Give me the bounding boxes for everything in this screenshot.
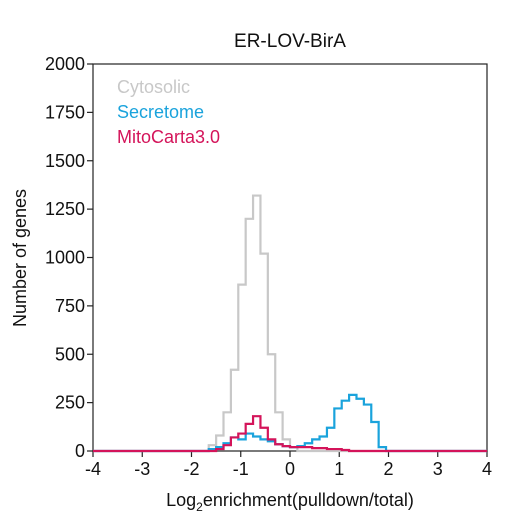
legend-item-mitocarta3-0: MitoCarta3.0 <box>117 127 220 147</box>
x-axis-label-rest: enrichment(pulldown/total) <box>203 490 414 510</box>
y-tick-label: 250 <box>55 393 85 413</box>
x-axis-label-subscript: 2 <box>196 500 203 514</box>
x-axis: -4 -3 -2 -1 0 1 2 3 4 <box>85 451 492 479</box>
x-tick-label: 4 <box>482 459 492 479</box>
legend-item-secretome: Secretome <box>117 102 204 122</box>
y-tick-label: 750 <box>55 296 85 316</box>
y-axis-label: Number of genes <box>10 189 30 327</box>
x-tick-label: 1 <box>334 459 344 479</box>
y-tick-label: 1750 <box>45 102 85 122</box>
series-cytosolic-line <box>93 194 487 453</box>
y-tick-label: 500 <box>55 344 85 364</box>
y-tick-label: 1000 <box>45 248 85 268</box>
x-axis-label: Log2enrichment(pulldown/total) <box>166 490 414 514</box>
x-tick-label: -4 <box>85 459 101 479</box>
x-tick-label: -1 <box>233 459 249 479</box>
y-tick-label: 0 <box>75 441 85 461</box>
y-tick-label: 1500 <box>45 151 85 171</box>
plot-frame <box>92 63 488 452</box>
y-tick-label: 2000 <box>45 54 85 74</box>
y-axis: 0 250 500 750 1000 1250 1500 1750 2000 <box>45 54 93 461</box>
x-tick-label: 0 <box>285 459 295 479</box>
x-tick-label: -3 <box>134 459 150 479</box>
chart-title: ER-LOV-BirA <box>234 31 346 52</box>
x-tick-label: 2 <box>383 459 393 479</box>
legend-item-cytosolic: Cytosolic <box>117 77 190 97</box>
x-axis-label-main: Log <box>166 490 196 510</box>
plot-series <box>93 194 487 453</box>
series-mitocarta3-0-line <box>93 415 487 453</box>
x-tick-label: -2 <box>183 459 199 479</box>
legend: Cytosolic Secretome MitoCarta3.0 <box>117 77 220 147</box>
x-tick-label: 3 <box>433 459 443 479</box>
y-tick-label: 1250 <box>45 199 85 219</box>
